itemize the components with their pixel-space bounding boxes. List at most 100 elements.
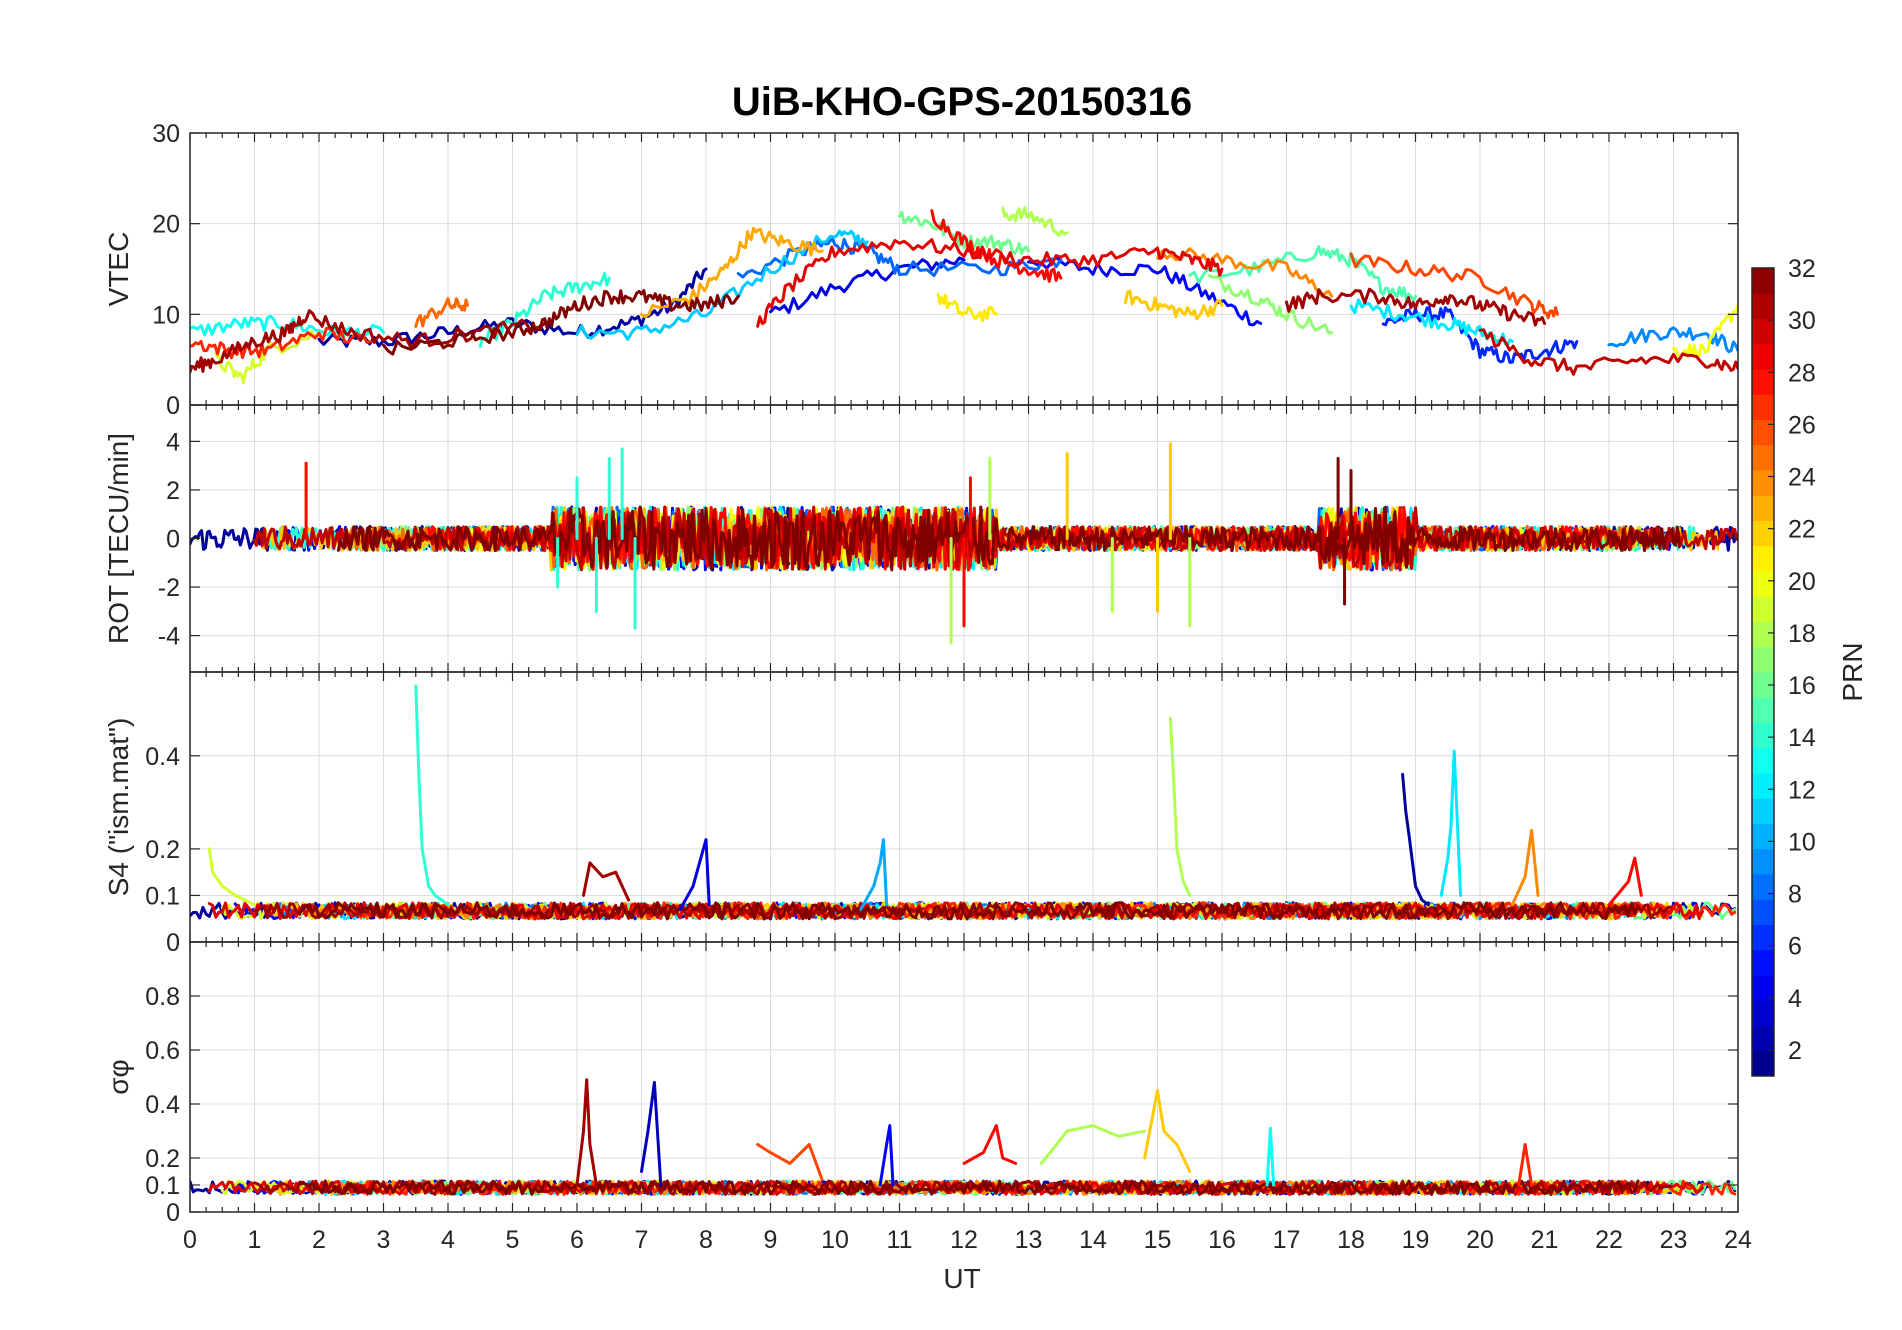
y-tick-label: 20: [152, 211, 180, 239]
y-tick-label: 0.4: [145, 1091, 180, 1119]
spike-series-prn-22: [1143, 1089, 1192, 1173]
spike-series-prn-5: [878, 1124, 895, 1187]
ticks: [189, 672, 1739, 943]
colorbar-segment: [1752, 848, 1774, 875]
colorbar-segment: [1752, 697, 1774, 723]
x-tick-label: 15: [1144, 1226, 1172, 1254]
noise-series-prn-32: [298, 901, 1640, 921]
colorbar-frame: [1751, 267, 1775, 1077]
colorbar-segment: [1752, 722, 1774, 749]
x-axis-label: UT: [943, 1263, 980, 1294]
vtec-series-prn-20: [1672, 303, 1738, 360]
y-tick-label: 0.8: [145, 983, 180, 1011]
vtec-series-prn-29: [756, 238, 1224, 328]
x-tick-label: 18: [1337, 1226, 1365, 1254]
y-tick-label: 0.2: [145, 836, 180, 864]
ticks: [189, 942, 1739, 1213]
colorbar-tick-label: 16: [1788, 672, 1816, 700]
colorbar-segment: [1752, 318, 1774, 345]
colorbar-segment: [1752, 394, 1774, 420]
spike-series-prn-28: [962, 1124, 1018, 1165]
spike-series-prn-18: [1168, 717, 1192, 897]
x-tick-label: 10: [821, 1226, 849, 1254]
x-tick-label: 3: [377, 1226, 391, 1254]
vtec-series-prn-9: [1607, 326, 1738, 354]
x-tick-label: 6: [570, 1226, 584, 1254]
colorbar-segment: [1752, 773, 1774, 799]
grid-lines: [189, 942, 1739, 1213]
ticks: [189, 132, 1739, 406]
colorbar-segment: [1752, 823, 1774, 850]
colorbar-segment: [1752, 924, 1774, 951]
vtec-series-prn-17: [1207, 274, 1334, 335]
x-tick-label: 13: [1015, 1226, 1043, 1254]
x-tick-label: 19: [1402, 1226, 1430, 1254]
spike-series-prn-13: [1265, 1126, 1276, 1187]
colorbar-segment: [1752, 899, 1774, 925]
panel-3: 0 0.1 0.2 0.4 S4 ("ism.mat"): [103, 671, 1739, 957]
vtec-series-prn-16: [898, 210, 1030, 256]
spike-series-prn-31: [575, 1078, 598, 1187]
rot-series-prn-32: [336, 505, 1681, 572]
x-tick-label: 5: [506, 1226, 520, 1254]
vtec-series-prn-21: [936, 293, 998, 323]
x-tick-label: 4: [441, 1226, 455, 1254]
colorbar-segment: [1752, 268, 1774, 294]
y-tick-label: 0.6: [145, 1037, 180, 1065]
y-tick-label: 4: [166, 428, 180, 456]
panel-2: -4 -2 0 2 4 ROT [TECU/min]: [103, 404, 1739, 673]
colorbar-segment: [1752, 621, 1774, 648]
colorbar-segment: [1752, 293, 1774, 319]
colorbar-segment: [1752, 545, 1774, 572]
x-tick-label: 17: [1273, 1226, 1301, 1254]
vtec-series-prn-31: [1285, 287, 1546, 327]
vtec-series-prn-14: [478, 271, 611, 348]
spike-series-prn-19: [207, 847, 256, 907]
vtec-series-prn-28: [930, 209, 1063, 283]
colorbar-tick-label: 24: [1788, 464, 1816, 492]
x-tick-label: 16: [1208, 1226, 1236, 1254]
colorbar-tick-label: 14: [1788, 724, 1816, 752]
spike-series-prn-18: [1039, 1124, 1147, 1165]
vtec-series-prn-26: [1349, 252, 1559, 320]
colorbar-segment: [1752, 798, 1774, 824]
colorbar-segment: [1752, 520, 1774, 547]
colorbar-tick-label: 22: [1788, 516, 1816, 544]
x-tick-label: 12: [950, 1226, 978, 1254]
colorbar-segment: [1752, 444, 1774, 471]
spike-series-prn-4: [678, 838, 711, 911]
x-tick-label: 24: [1724, 1226, 1752, 1254]
colorbar-tick-label: 10: [1788, 828, 1816, 856]
x-tick-label: 14: [1079, 1226, 1107, 1254]
colorbar-segment: [1752, 874, 1774, 900]
vtec-series-prn-22: [1123, 289, 1224, 321]
vtec-series-prn-2: [317, 267, 708, 348]
colorbar-segment: [1752, 419, 1774, 446]
y-tick-label: 0: [166, 526, 180, 554]
series-group: [190, 442, 1738, 645]
colorbar-segment: [1752, 975, 1774, 1001]
colorbar-segment: [1752, 1025, 1774, 1052]
x-tick-label: 2: [312, 1226, 326, 1254]
x-tick-label: 8: [699, 1226, 713, 1254]
colorbar-segment: [1752, 369, 1774, 395]
y-tick-label: 0.1: [145, 1172, 180, 1200]
series-group: [190, 206, 1738, 385]
vtec-series-prn-25: [414, 297, 469, 328]
colorbar-tick-label: 18: [1788, 620, 1816, 648]
spike-series-prn-12: [1439, 749, 1463, 897]
vtec-series-prn-24: [1156, 247, 1334, 298]
colorbar-tick-label: 32: [1788, 255, 1816, 283]
x-tick-label: 0: [183, 1226, 197, 1254]
colorbar-tick-label: 2: [1788, 1037, 1802, 1065]
x-tick-label: 7: [635, 1226, 649, 1254]
y-tick-label: 0.2: [145, 1145, 180, 1173]
colorbar-tick-label: 6: [1788, 933, 1802, 961]
colorbar-tick-label: 4: [1788, 985, 1802, 1013]
colorbar-segment: [1752, 470, 1774, 496]
spike-series-prn-28: [1607, 856, 1643, 907]
x-tick-label: 11: [887, 1226, 913, 1254]
vtec-series-prn-15: [1188, 245, 1417, 302]
